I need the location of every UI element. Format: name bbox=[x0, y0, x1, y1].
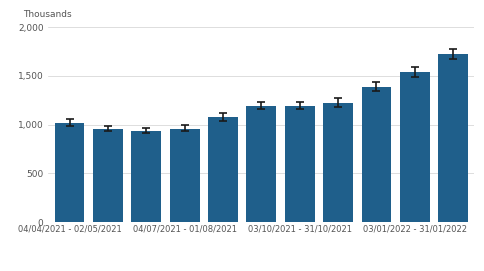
Text: Thousands: Thousands bbox=[23, 10, 72, 19]
Bar bbox=[55, 123, 85, 222]
Bar bbox=[323, 103, 353, 222]
Bar bbox=[246, 106, 276, 222]
Bar bbox=[438, 54, 468, 222]
Bar bbox=[131, 131, 161, 222]
Bar bbox=[400, 72, 430, 222]
Bar bbox=[208, 117, 238, 222]
Bar bbox=[285, 106, 315, 222]
Bar bbox=[362, 87, 392, 222]
Bar bbox=[93, 128, 123, 222]
Bar bbox=[170, 128, 199, 222]
